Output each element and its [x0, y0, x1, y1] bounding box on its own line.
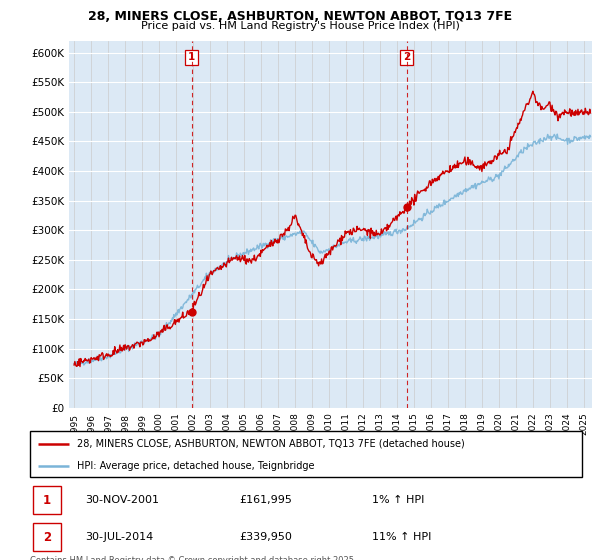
Text: 28, MINERS CLOSE, ASHBURTON, NEWTON ABBOT, TQ13 7FE (detached house): 28, MINERS CLOSE, ASHBURTON, NEWTON ABBO… [77, 438, 464, 449]
Text: 1% ↑ HPI: 1% ↑ HPI [372, 495, 425, 505]
Bar [33, 487, 61, 514]
Text: £339,950: £339,950 [240, 532, 293, 542]
Text: 2: 2 [403, 53, 410, 62]
Text: 1: 1 [43, 493, 51, 507]
Text: 30-NOV-2001: 30-NOV-2001 [85, 495, 159, 505]
Text: 11% ↑ HPI: 11% ↑ HPI [372, 532, 431, 542]
Bar [33, 524, 61, 550]
Text: 28, MINERS CLOSE, ASHBURTON, NEWTON ABBOT, TQ13 7FE: 28, MINERS CLOSE, ASHBURTON, NEWTON ABBO… [88, 10, 512, 23]
Text: 1: 1 [188, 53, 195, 62]
Text: £161,995: £161,995 [240, 495, 293, 505]
Text: HPI: Average price, detached house, Teignbridge: HPI: Average price, detached house, Teig… [77, 461, 314, 470]
Text: 30-JUL-2014: 30-JUL-2014 [85, 532, 154, 542]
Text: Contains HM Land Registry data © Crown copyright and database right 2025.
This d: Contains HM Land Registry data © Crown c… [30, 556, 356, 560]
Text: Price paid vs. HM Land Registry's House Price Index (HPI): Price paid vs. HM Land Registry's House … [140, 21, 460, 31]
Text: 2: 2 [43, 530, 51, 544]
